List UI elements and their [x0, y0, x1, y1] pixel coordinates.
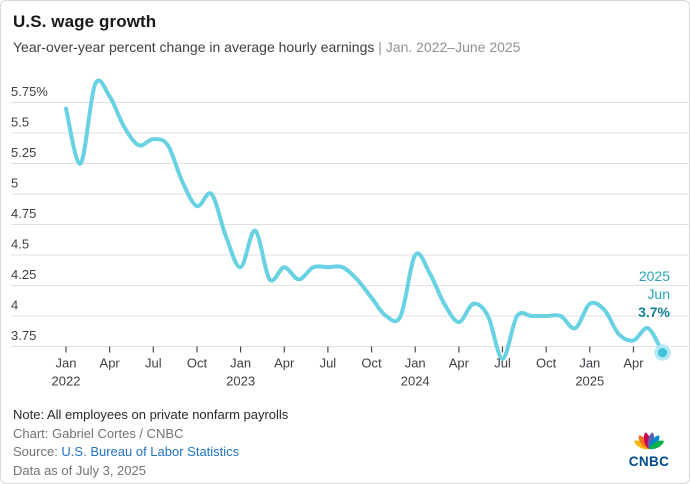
annotation-month: Jun [647, 286, 670, 302]
x-axis-labels: Jan 2022 Apr Jul Oct Jan 2023 Apr Jul Oct Jan 2024 A… [52, 356, 645, 389]
cnbc-wordmark: CNBC [629, 454, 670, 469]
x-tick-year: 2023 [226, 374, 255, 389]
chart-subtitle: Year-over-year percent change in average… [13, 39, 520, 55]
y-tick-label: 5.25 [11, 145, 36, 160]
annotation-value: 3.7% [638, 304, 670, 320]
y-tick-label: 3.75 [11, 328, 36, 343]
x-tick-month: Jul [494, 356, 511, 371]
x-tick-month: Apr [623, 356, 644, 371]
peacock-icon [633, 432, 665, 450]
x-tick-month: Apr [449, 356, 470, 371]
x-tick-month: Jan [579, 356, 600, 371]
wage-growth-line [64, 78, 665, 361]
x-tick-month: Jan [56, 356, 77, 371]
annotation-year: 2025 [639, 268, 670, 284]
latest-value-annotation: 2025 Jun 3.7% [637, 267, 672, 322]
x-tick-month: Jul [320, 356, 337, 371]
x-tick-month: Oct [536, 356, 557, 371]
source-line: Source: U.S. Bureau of Labor Statistics [13, 443, 288, 462]
y-tick-label: 5.75% [11, 84, 48, 99]
peacock-feather [649, 440, 665, 450]
y-tick-label: 4.5 [11, 237, 29, 252]
page-title: U.S. wage growth [13, 12, 157, 31]
endpoint-center [657, 348, 668, 358]
x-tick-year: 2024 [401, 374, 430, 389]
source-label: Source: [13, 444, 62, 459]
y-tick-label: 5.5 [11, 115, 29, 130]
subtitle-date-range: | Jan. 2022–June 2025 [378, 39, 521, 55]
chart-footer: Note: All employees on private nonfarm p… [13, 406, 288, 480]
x-tick-month: Oct [361, 356, 382, 371]
x-tick-month: Apr [100, 356, 121, 371]
x-tick-month: Jan [230, 356, 251, 371]
x-tick-month: Apr [274, 356, 295, 371]
gridlines [11, 102, 689, 347]
endpoint-dot [654, 344, 671, 361]
x-tick-year: 2025 [575, 374, 604, 389]
cnbc-logo: CNBC [629, 432, 670, 469]
source-link[interactable]: U.S. Bureau of Labor Statistics [61, 444, 240, 459]
x-axis-ticks [65, 346, 635, 353]
x-tick-month: Oct [187, 356, 208, 371]
y-tick-label: 4 [11, 298, 18, 313]
y-tick-label: 4.75 [11, 206, 36, 221]
data-as-of: Data as of July 3, 2025 [13, 462, 146, 478]
y-tick-label: 4.25 [11, 267, 36, 282]
x-tick-month: Jan [405, 356, 426, 371]
chart-credit: Chart: Gabriel Cortes / CNBC [13, 425, 184, 441]
subtitle-description: Year-over-year percent change in average… [13, 39, 379, 55]
footnote: Note: All employees on private nonfarm p… [13, 407, 289, 422]
x-tick-month: Jul [145, 356, 162, 371]
x-tick-year: 2022 [52, 374, 81, 389]
peacock-feather [647, 432, 655, 449]
y-tick-label: 5 [11, 176, 18, 191]
y-axis-labels: 5.75% 5.5 5.25 5 4.75 4.5 4.25 4 3.75 [11, 84, 48, 343]
